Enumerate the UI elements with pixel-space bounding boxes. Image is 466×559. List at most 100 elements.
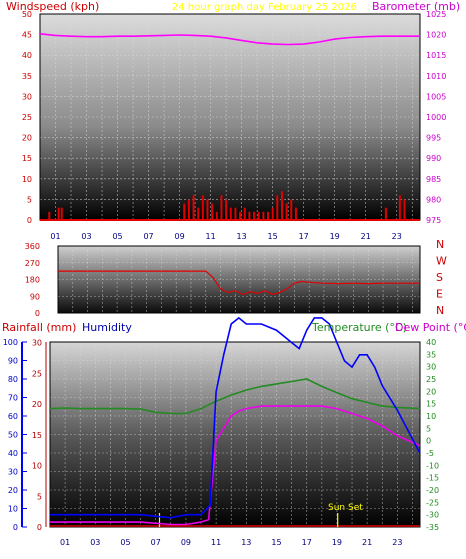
axis-tick-labels: 5045403530252015105010251020101510101005… (3, 10, 447, 547)
hour-tick-label-bottom: 01 (60, 538, 70, 547)
humidity-tick-label: 20 (32, 400, 42, 409)
temperature-tick-label: -35 (426, 523, 439, 532)
wind-tick-label: 30 (22, 92, 32, 101)
hour-tick-label-bottom: 11 (211, 538, 221, 547)
wind-panel-marks (39, 33, 420, 221)
temperature-tick-label: 25 (426, 375, 436, 384)
dewpoint-line (50, 405, 421, 526)
rainfall-axis-title: Rainfall (mm) (2, 321, 76, 334)
barometer-tick-label: 1005 (426, 92, 446, 101)
sunset-label: Sun Set (328, 503, 363, 513)
wind-tick-label: 40 (22, 51, 32, 60)
rain-tick-label: 40 (8, 449, 18, 458)
barometer-tick-label: 985 (426, 175, 441, 184)
rain-panel-grid (50, 342, 420, 527)
hour-tick-label-bottom: 09 (181, 538, 191, 547)
temperature-tick-label: 15 (426, 400, 436, 409)
hour-tick-label: 13 (237, 232, 247, 241)
barometer-tick-label: 1010 (426, 72, 446, 81)
wind-tick-label: 20 (22, 134, 32, 143)
rain-panel-frame (49, 341, 421, 528)
hour-tick-label: 15 (268, 232, 278, 241)
hour-tick-label-bottom: 23 (392, 538, 402, 547)
temperature-tick-label: -25 (426, 498, 439, 507)
humidity-line (50, 316, 421, 519)
temperature-tick-label: 10 (426, 412, 436, 421)
hour-tick-label: 23 (392, 232, 402, 241)
hour-tick-label-bottom: 17 (302, 538, 312, 547)
barometer-axis-title: Barometer (mb) (372, 0, 460, 13)
direction-tick-label: 360 (25, 242, 40, 251)
temperature-tick-label: 20 (426, 387, 436, 396)
dewpoint-axis-title: Dew Point (°C) (395, 321, 466, 334)
temperature-tick-label: -20 (426, 486, 439, 495)
hour-tick-label-bottom: 03 (90, 538, 100, 547)
temperature-tick-label: 35 (426, 350, 436, 359)
barometer-line (39, 33, 420, 46)
compass-label: N (436, 238, 444, 251)
temperature-tick-label: -15 (426, 474, 439, 483)
windspeed-axis-title: Windspeed (kph) (6, 0, 99, 13)
rain-tick-label: 0 (13, 523, 18, 532)
hour-tick-label: 21 (361, 232, 371, 241)
temperature-tick-label: 0 (426, 437, 431, 446)
barometer-tick-label: 1025 (426, 10, 446, 19)
temperature-line (49, 378, 421, 415)
compass-label: E (436, 288, 443, 301)
hour-tick-label-bottom: 21 (362, 538, 372, 547)
barometer-tick-label: 980 (426, 195, 441, 204)
wind-tick-label: 50 (22, 10, 32, 19)
humidity-axis-title: Humidity (82, 321, 132, 334)
direction-panel-grid (58, 246, 420, 313)
rain-tick-label: 20 (8, 486, 18, 495)
humidity-tick-label: 25 (32, 369, 42, 378)
compass-label: N (436, 304, 444, 317)
humidity-tick-label: 10 (32, 462, 42, 471)
rain-panel-marks (49, 316, 421, 527)
temperature-tick-label: -30 (426, 511, 439, 520)
rain-tick-label: 100 (3, 338, 18, 347)
barometer-tick-label: 1000 (426, 113, 446, 122)
wind-tick-label: 45 (22, 31, 32, 40)
hour-tick-label: 03 (81, 232, 91, 241)
rain-tick-label: 60 (8, 412, 18, 421)
direction-panel-frame (57, 245, 421, 314)
hour-tick-label: 19 (330, 232, 340, 241)
direction-tick-label: 0 (35, 309, 40, 318)
rain-tick-label: 10 (8, 505, 18, 514)
compass-label: S (436, 271, 443, 284)
humidity-tick-label: 5 (37, 492, 42, 501)
rain-tick-label: 30 (8, 468, 18, 477)
rain-tick-label: 80 (8, 375, 18, 384)
graph-title: 24 hour graph day February 25 2026 (172, 2, 357, 13)
temperature-tick-label: 5 (426, 424, 431, 433)
temperature-tick-label: -5 (426, 449, 434, 458)
wind-panel-grid (40, 14, 420, 220)
temperature-tick-label: 40 (426, 338, 436, 347)
wind-tick-label: 0 (27, 216, 32, 225)
direction-tick-label: 180 (25, 276, 40, 285)
compass-label: W (436, 255, 447, 268)
barometer-tick-label: 995 (426, 134, 441, 143)
wind-tick-label: 35 (22, 72, 32, 81)
hour-tick-label: 17 (299, 232, 309, 241)
humidity-tick-label: 0 (37, 523, 42, 532)
rain-tick-label: 90 (8, 357, 18, 366)
wind-direction-line (58, 270, 420, 296)
direction-panel-marks (58, 270, 420, 296)
humidity-tick-label: 30 (32, 339, 42, 348)
rain-tick-label: 70 (8, 394, 18, 403)
direction-tick-label: 270 (25, 259, 40, 268)
barometer-tick-label: 1020 (426, 31, 446, 40)
barometer-tick-label: 975 (426, 216, 441, 225)
humidity-tick-label: 15 (32, 431, 42, 440)
hour-tick-label-bottom: 07 (151, 538, 161, 547)
wind-tick-label: 10 (22, 175, 32, 184)
hour-tick-label-bottom: 15 (271, 538, 281, 547)
hour-tick-label: 01 (50, 232, 60, 241)
hour-tick-label-bottom: 05 (120, 538, 130, 547)
barometer-tick-label: 990 (426, 154, 441, 163)
temperature-tick-label: 30 (426, 363, 436, 372)
